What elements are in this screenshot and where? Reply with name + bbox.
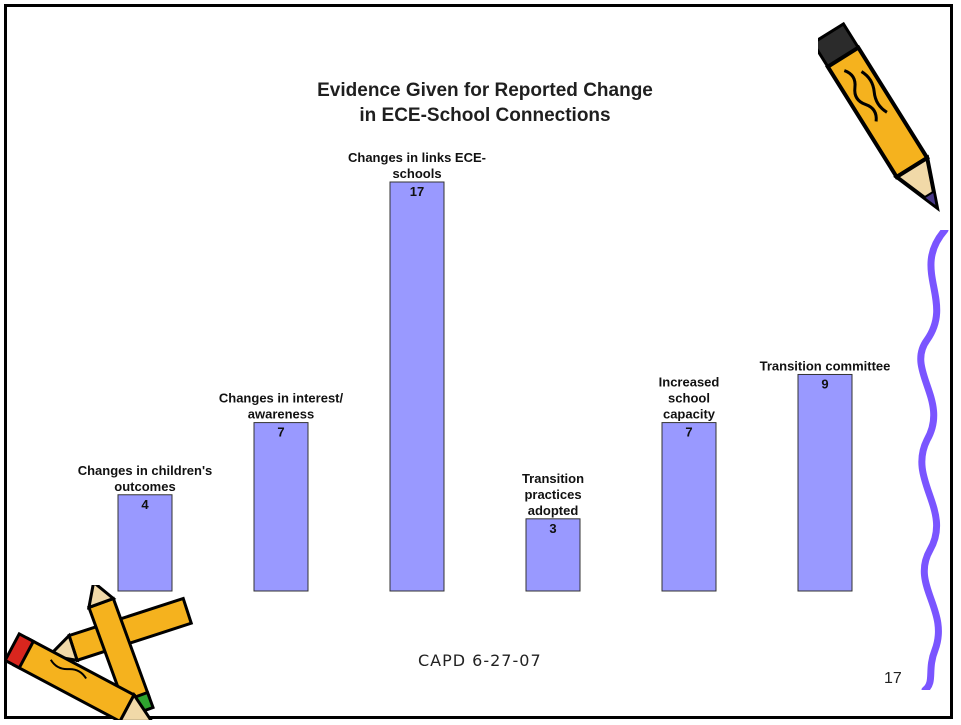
category-label-1-line-2: outcomes — [114, 479, 175, 494]
bar-value-label-5: 7 — [685, 425, 692, 440]
chart-title-line-2: in ECE-School Connections — [359, 105, 611, 126]
bar-value-label-4: 3 — [549, 521, 556, 536]
bar-value-label-6: 9 — [821, 376, 828, 391]
category-label-1-line-1: Changes in children's — [78, 463, 213, 478]
bar-4 — [525, 518, 581, 592]
page-number: 17 — [884, 670, 902, 687]
category-label-4-line-2: practices — [524, 487, 581, 502]
bar-1 — [117, 494, 173, 592]
category-label-6-line-1: Transition committee — [760, 358, 891, 373]
bar-2 — [253, 422, 309, 592]
category-label-2-line-1: Changes in interest/ — [219, 391, 344, 406]
bar-value-label-1: 4 — [141, 497, 149, 512]
chart-title-line-1: Evidence Given for Reported Change — [317, 80, 653, 101]
slide-footer: CAPD 6-27-07 — [418, 651, 542, 670]
category-label-4-line-3: adopted — [528, 503, 579, 518]
pencil-top-right-icon — [818, 21, 940, 213]
category-label-5-line-2: school — [668, 391, 710, 406]
category-label-4-line-1: Transition — [522, 471, 584, 486]
category-label-3-line-2: schools — [392, 166, 441, 181]
pencils-bottom-left-icon — [4, 585, 194, 720]
bar-6 — [797, 373, 853, 592]
bar-5 — [661, 422, 717, 592]
bar-value-label-2: 7 — [277, 425, 284, 440]
bar-3 — [389, 181, 445, 592]
bar-value-label-3: 17 — [410, 184, 424, 199]
wavy-line-decoration — [917, 230, 949, 690]
chart-title: Evidence Given for Reported Change in EC… — [250, 78, 720, 128]
category-label-3-line-1: Changes in links ECE- — [348, 150, 486, 165]
category-label-2-line-2: awareness — [248, 407, 315, 422]
slide-frame — [4, 4, 953, 719]
category-label-5-line-1: Increased — [659, 375, 720, 390]
category-label-5-line-3: capacity — [663, 407, 716, 422]
